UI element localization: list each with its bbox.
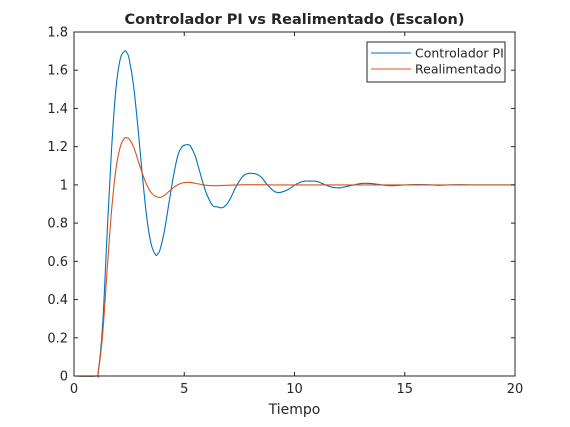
legend-label: Realimentado (415, 62, 501, 77)
y-tick-label: 1.8 (47, 26, 68, 41)
x-tick-label: 20 (507, 382, 524, 397)
y-tick-label: 0.8 (47, 217, 68, 232)
plot-background (74, 32, 515, 376)
x-tick-label: 5 (180, 382, 188, 397)
y-tick-label: 0.4 (47, 293, 68, 308)
y-tick-label: 1.4 (47, 102, 68, 117)
y-tick-label: 0 (60, 370, 68, 385)
y-tick-label: 1 (60, 178, 68, 193)
y-tick-label: 0.6 (47, 255, 68, 270)
x-tick-label: 15 (396, 382, 413, 397)
x-axis-label: Tiempo (268, 402, 321, 418)
legend-label: Controlador PI (415, 46, 504, 61)
x-tick-label: 0 (70, 382, 78, 397)
x-tick-label: 10 (286, 382, 303, 397)
y-tick-label: 0.2 (47, 331, 68, 346)
y-tick-label: 1.2 (47, 140, 68, 155)
y-tick-label: 1.6 (47, 64, 68, 79)
chart-title: Controlador PI vs Realimentado (Escalon) (125, 12, 465, 28)
